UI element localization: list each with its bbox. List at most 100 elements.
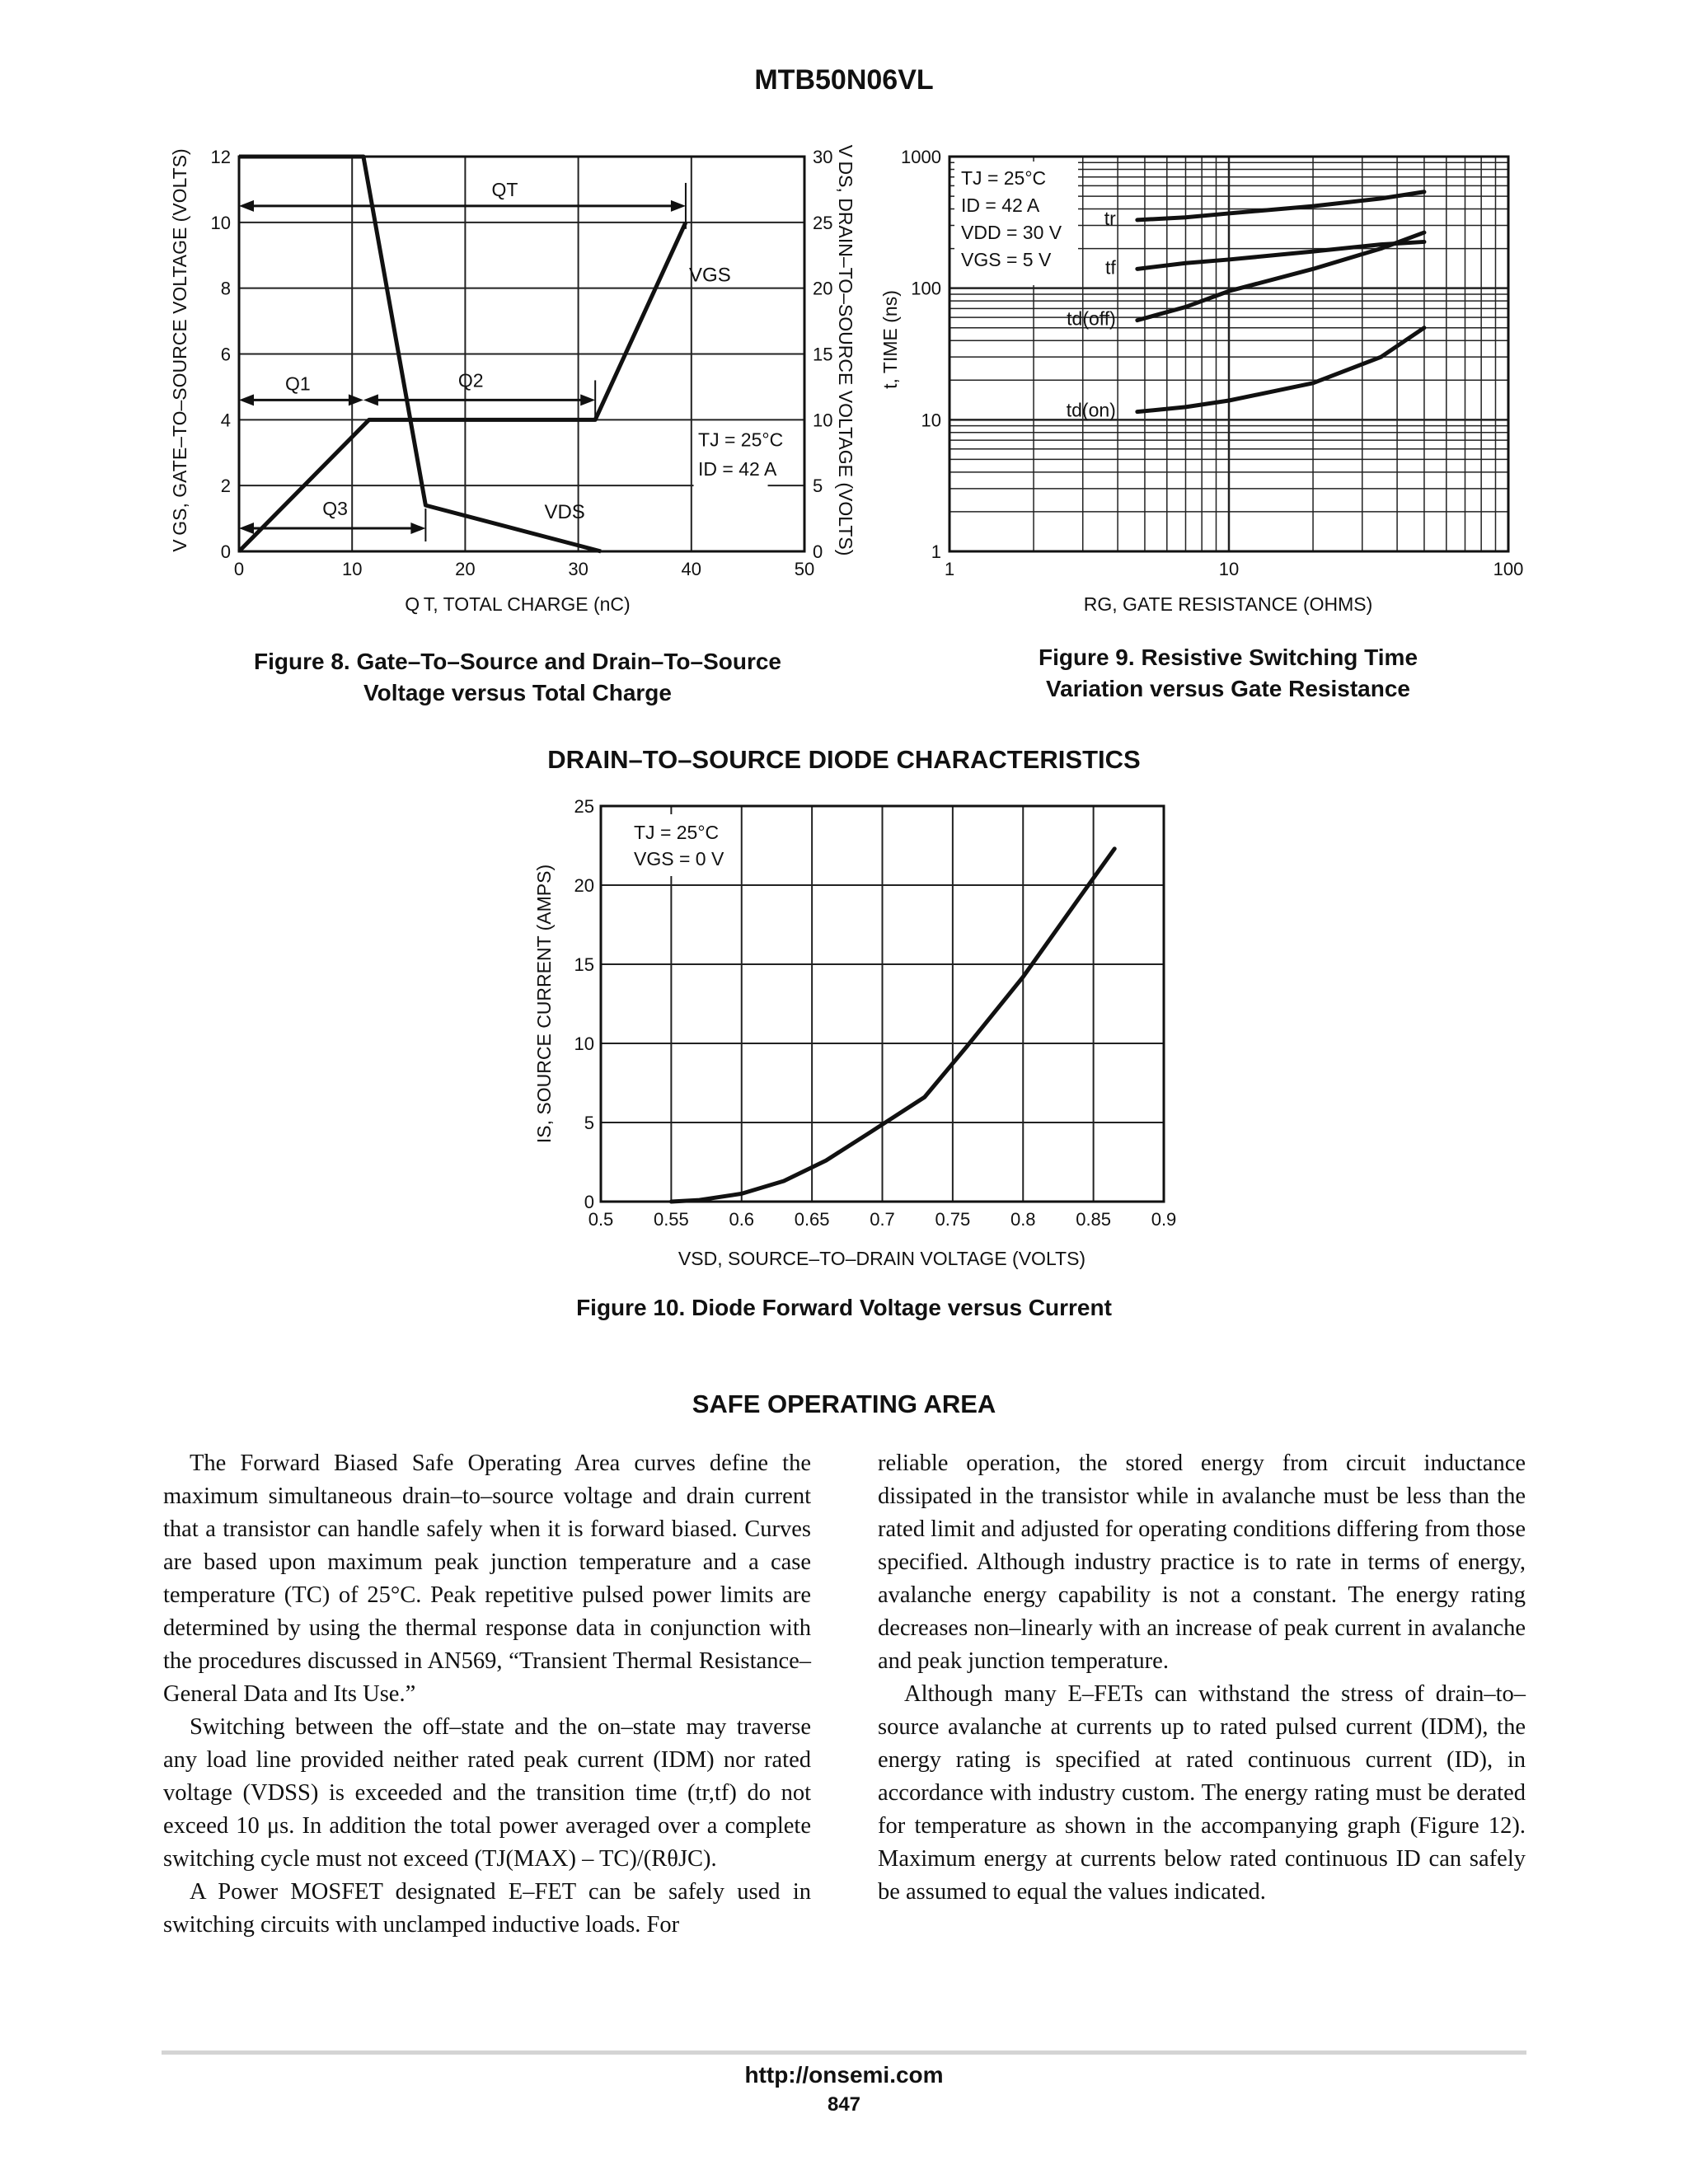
fig8-qt-arrow-head-right	[670, 199, 686, 212]
fig9-condition-text: VGS = 5 V	[961, 249, 1052, 270]
fig10-x-tick: 0.8	[1010, 1209, 1036, 1230]
fig9-curve-label: td(on)	[1067, 400, 1116, 421]
fig9-condition-text: VDD = 30 V	[961, 222, 1062, 243]
fig9-x-tick: 10	[1219, 559, 1239, 579]
fig9-curve-label: td(off)	[1067, 308, 1116, 330]
diode-section-title: DRAIN–TO–SOURCE DIODE CHARACTERISTICS	[547, 745, 1141, 774]
fig9-curve-label: tr	[1104, 208, 1116, 229]
fig10-condition-text: TJ = 25°C	[634, 822, 719, 843]
footer-url: http://onsemi.com	[744, 2062, 944, 2088]
footer-divider	[162, 2050, 1526, 2055]
fig10-x-tick: 0.5	[588, 1209, 614, 1230]
fig10-x-tick: 0.7	[870, 1209, 895, 1230]
fig8-x-tick: 10	[342, 559, 362, 579]
fig9-y-tick: 1	[931, 541, 941, 562]
fig8-y-tick: 6	[221, 344, 231, 365]
fig10-y-tick: 10	[574, 1033, 594, 1054]
fig9-condition-text: TJ = 25°C	[961, 167, 1046, 189]
fig8-y-right-label: V DS, DRAIN–TO–SOURCE VOLTAGE (VOLTS)	[835, 145, 856, 556]
fig8-y-right-tick: 0	[813, 541, 823, 562]
soa-paragraph: A Power MOSFET designated E–FET can be s…	[163, 1879, 811, 1938]
fig8-y-tick: 0	[221, 541, 231, 562]
fig10-x-tick: 0.65	[795, 1209, 830, 1230]
fig9-caption-line2: Variation versus Gate Resistance	[1046, 676, 1410, 701]
fig8-y-left-label: V GS, GATE–TO–SOURCE VOLTAGE (VOLTS)	[169, 148, 190, 551]
fig9-condition-text: ID = 42 A	[961, 194, 1040, 216]
fig9-curve-label: tf	[1105, 256, 1116, 278]
soa-title: SAFE OPERATING AREA	[692, 1390, 996, 1418]
fig8-x-label: Q T, TOTAL CHARGE (nC)	[405, 593, 630, 615]
fig8-q2-arrow-head-left	[363, 394, 378, 406]
fig8-y-right-tick: 25	[813, 213, 832, 233]
soa-paragraph: Although many E–FETs can withstand the s…	[878, 1681, 1526, 1905]
fig8-id-label: ID = 42 A	[698, 458, 777, 480]
fig10-x-label: VSD, SOURCE–TO–DRAIN VOLTAGE (VOLTS)	[678, 1248, 1085, 1269]
fig8-q3-arrow-head-left	[239, 523, 254, 535]
fig8-q3-arrow-head-right	[410, 523, 426, 535]
fig8-vgs-label: VGS	[689, 265, 731, 287]
fig10-y-label: IS, SOURCE CURRENT (AMPS)	[533, 865, 555, 1143]
fig8-x-tick: 50	[795, 559, 814, 579]
fig9-series-td-off	[1135, 230, 1427, 323]
fig9-series-td-on	[1135, 326, 1427, 415]
fig9-x-tick: 1	[945, 559, 954, 579]
fig10-y-tick: 5	[584, 1113, 594, 1133]
fig10-y-tick: 15	[574, 954, 594, 975]
fig8-q1-arrow-head-right	[348, 394, 363, 406]
fig8-q2-arrow-head-right	[580, 394, 596, 406]
fig10-x-tick: 0.85	[1076, 1209, 1111, 1230]
fig8-plot-frame	[237, 155, 806, 553]
fig8-q2-label: Q2	[458, 369, 484, 391]
page-title: MTB50N06VL	[754, 64, 934, 96]
fig10-condition-text: VGS = 0 V	[634, 848, 724, 869]
fig8-y-right-tick: 5	[813, 476, 823, 496]
fig9-y-tick: 10	[921, 410, 941, 430]
fig8-y-tick: 12	[211, 147, 231, 167]
fig8-series-vgs	[237, 221, 688, 553]
fig10-y-tick: 20	[574, 875, 594, 896]
fig10-x-tick: 0.9	[1151, 1209, 1177, 1230]
fig8-conditions-bg	[693, 423, 768, 498]
fig9-caption-line1: Figure 9. Resistive Switching Time	[1038, 644, 1418, 670]
fig10-plot-frame	[599, 804, 1165, 1203]
fig8-qt-label: QT	[491, 179, 518, 200]
fig8-qt-arrow-head-left	[239, 199, 254, 212]
soa-paragraph: reliable operation, the stored energy fr…	[878, 1451, 1526, 1674]
fig8-y-right-tick: 30	[813, 147, 832, 167]
fig8-y-right-tick: 10	[813, 410, 832, 430]
fig10-conditions-bg	[626, 814, 733, 876]
soa-left-column: The Forward Biased Safe Operating Area c…	[163, 1447, 811, 1942]
figure-8-caption: Figure 8. Gate–To–Source and Drain–To–So…	[203, 646, 832, 709]
fig9-x-label: RG, GATE RESISTANCE (OHMS)	[1084, 593, 1373, 615]
fig9-series-tr	[1135, 190, 1427, 223]
fig9-conditions-bg	[954, 162, 1078, 285]
fig8-q1-label: Q1	[285, 373, 311, 394]
fig8-y-tick: 10	[211, 213, 231, 233]
fig10-y-tick: 0	[584, 1192, 594, 1212]
fig8-x-tick: 30	[568, 559, 588, 579]
fig9-y-tick: 1000	[901, 147, 941, 167]
fig8-caption-line1: Figure 8. Gate–To–Source and Drain–To–So…	[253, 649, 782, 674]
fig8-vds-label: VDS	[544, 501, 584, 523]
soa-paragraph: The Forward Biased Safe Operating Area c…	[163, 1451, 811, 1707]
fig8-x-tick: 20	[455, 559, 475, 579]
fig10-series-is	[668, 846, 1117, 1204]
fig8-q1-arrow-head-left	[239, 394, 254, 406]
soa-right-column: reliable operation, the stored energy fr…	[878, 1447, 1526, 1909]
fig8-tj-label: TJ = 25°C	[698, 429, 783, 450]
fig8-y-tick: 8	[221, 279, 231, 299]
fig10-x-tick: 0.6	[729, 1209, 754, 1230]
fig8-y-right-tick: 20	[813, 279, 832, 299]
fig9-y-label: t, TIME (ns)	[879, 290, 901, 389]
fig8-q3-label: Q3	[322, 498, 348, 519]
fig8-x-tick: 40	[682, 559, 701, 579]
fig8-y-tick: 2	[221, 476, 231, 496]
soa-paragraph: Switching between the off–state and the …	[163, 1714, 811, 1872]
page-number: 847	[827, 2093, 861, 2116]
fig10-x-tick: 0.55	[654, 1209, 689, 1230]
fig9-x-tick: 100	[1493, 559, 1524, 579]
figure-9-caption: Figure 9. Resistive Switching Time Varia…	[948, 642, 1508, 705]
